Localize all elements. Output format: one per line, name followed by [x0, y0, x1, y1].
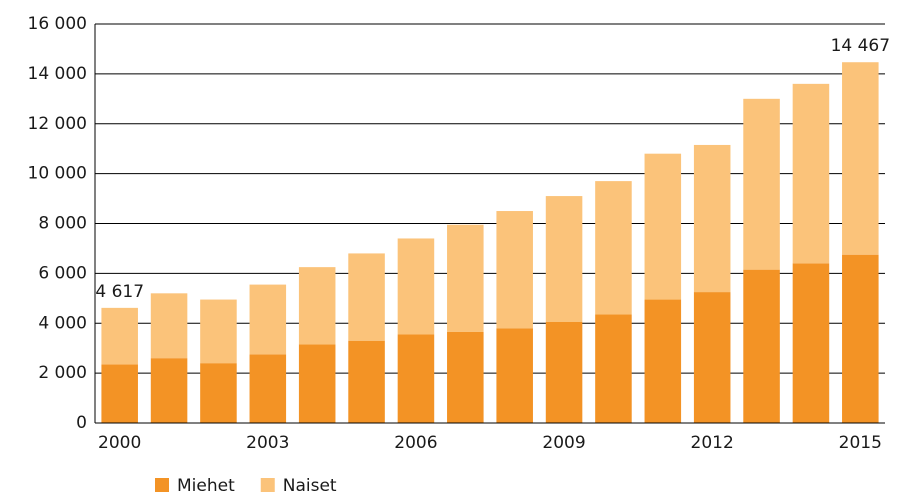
bar-segment — [496, 328, 533, 423]
bar-segment — [743, 98, 780, 270]
bar-segment — [545, 196, 583, 323]
bar-segment — [842, 62, 879, 255]
bar-segment — [693, 144, 731, 293]
bar-segment — [595, 181, 632, 315]
bar-segment — [792, 263, 830, 423]
x-tick-label: 2009 — [542, 433, 585, 453]
x-tick-label: 2003 — [246, 433, 289, 453]
bar-segment — [348, 340, 385, 423]
bar-segment — [200, 363, 237, 423]
y-tick-label: 14 000 — [28, 64, 87, 84]
bar-segment — [693, 292, 731, 423]
bar-segment — [842, 254, 879, 423]
total-label: 14 467 — [831, 36, 890, 56]
bar-segment — [595, 314, 632, 423]
y-tick-label: 10 000 — [28, 164, 87, 184]
bar-segment — [150, 293, 188, 359]
x-tick-label: 2015 — [839, 433, 882, 453]
bar-segment — [447, 331, 484, 423]
legend-swatch — [260, 478, 275, 492]
total-label: 4 617 — [95, 282, 144, 302]
y-tick-label: 4 000 — [38, 313, 87, 333]
y-tick-label: 12 000 — [28, 114, 87, 134]
bar-segment — [298, 344, 336, 423]
bar-segment — [348, 253, 385, 341]
x-tick-label: 2000 — [98, 433, 141, 453]
y-tick-label: 8 000 — [38, 214, 87, 234]
bar-segment — [743, 269, 780, 423]
bar-segment — [644, 299, 682, 423]
bar-segment — [545, 322, 583, 423]
bar-segment — [792, 83, 830, 264]
x-tick-label: 2012 — [691, 433, 734, 453]
bar-segment — [101, 307, 138, 365]
bar-segment — [644, 153, 682, 300]
bar-segment — [298, 267, 336, 345]
bar-segment — [447, 224, 484, 332]
bar-segment — [101, 364, 138, 423]
y-tick-label: 0 — [76, 413, 87, 433]
bar-segment — [150, 358, 188, 423]
bar-segment — [249, 354, 287, 423]
bar-segment — [397, 334, 435, 423]
y-tick-label: 16 000 — [28, 14, 87, 34]
legend-swatch — [155, 478, 169, 492]
x-tick-label: 2006 — [394, 433, 437, 453]
bar-segment — [200, 299, 237, 364]
legend-label: Miehet — [177, 476, 235, 496]
bar-segment — [496, 211, 533, 329]
y-tick-label: 6 000 — [38, 263, 87, 283]
bar-segment — [249, 284, 287, 355]
legend-label: Naiset — [283, 476, 337, 496]
y-tick-label: 2 000 — [38, 363, 87, 383]
bar-segment — [397, 238, 435, 335]
